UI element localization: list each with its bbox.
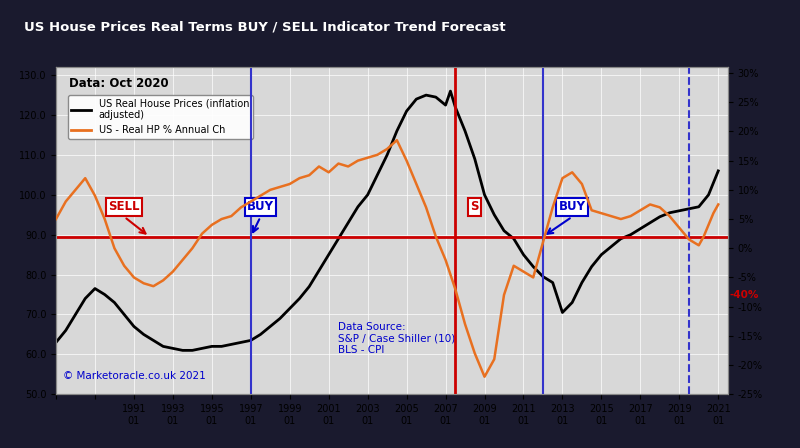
Text: BUY: BUY	[247, 200, 274, 213]
Text: US House Prices Real Terms BUY / SELL Indicator Trend Forecast: US House Prices Real Terms BUY / SELL In…	[24, 20, 506, 34]
Legend: US Real House Prices (inflation
adjusted), US - Real HP % Annual Ch: US Real House Prices (inflation adjusted…	[67, 95, 253, 139]
Text: BUY: BUY	[558, 200, 586, 213]
Text: © Marketoracle.co.uk 2021: © Marketoracle.co.uk 2021	[62, 371, 206, 381]
Text: Data: Oct 2020: Data: Oct 2020	[70, 77, 169, 90]
Text: -40%: -40%	[730, 290, 759, 300]
Text: SELL: SELL	[109, 200, 140, 213]
Text: S: S	[470, 200, 479, 213]
Text: Data Source:
S&P / Case Shiller (10)
BLS - CPI: Data Source: S&P / Case Shiller (10) BLS…	[338, 322, 455, 356]
